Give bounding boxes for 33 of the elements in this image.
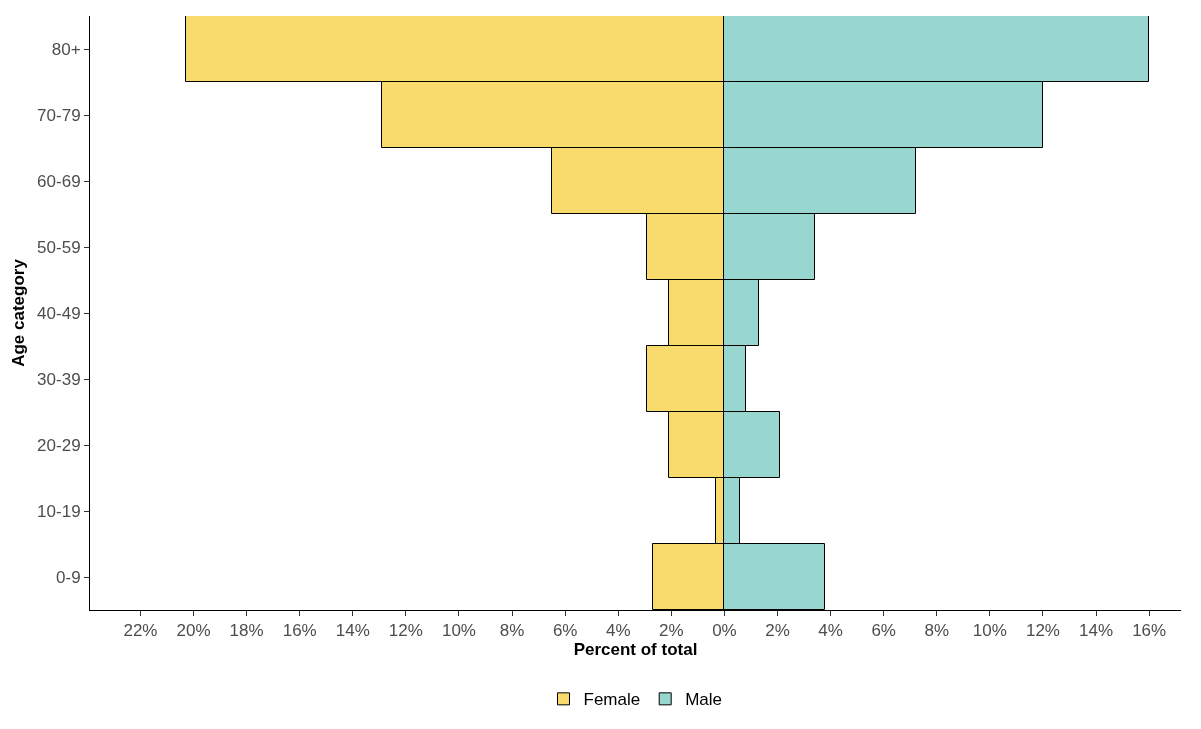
x-tick-label: 0% xyxy=(712,621,737,641)
x-tick-label: 12% xyxy=(388,621,423,641)
legend-label: Female xyxy=(583,690,641,710)
x-tick-label: 2% xyxy=(659,621,684,641)
x-tick-label: 14% xyxy=(335,621,370,641)
x-tick-label: 18% xyxy=(229,621,264,641)
x-axis-title: Percent of total xyxy=(573,640,698,660)
y-tick-label: 80+ xyxy=(51,39,81,59)
x-tick-label: 6% xyxy=(871,621,896,641)
x-tick-label: 10% xyxy=(972,621,1007,641)
y-tick-label: 60-69 xyxy=(37,171,81,191)
x-tick-label: 2% xyxy=(765,621,790,641)
y-tick-label: 70-79 xyxy=(37,105,81,125)
x-tick-label: 16% xyxy=(1132,621,1167,641)
x-tick-label: 20% xyxy=(176,621,211,641)
y-axis-title: Age category xyxy=(8,258,28,367)
x-tick-label: 4% xyxy=(605,621,631,641)
x-tick-label: 6% xyxy=(552,621,578,641)
y-tick-label: 50-59 xyxy=(37,237,81,257)
legend-label: Male xyxy=(685,690,723,710)
x-tick-label: 14% xyxy=(1079,621,1114,641)
y-tick-label: 30-39 xyxy=(37,369,81,389)
y-tick-label: 40-49 xyxy=(37,303,81,323)
x-tick-label: 8% xyxy=(499,621,525,641)
x-tick-label: 16% xyxy=(282,621,317,641)
y-tick-label: 10-19 xyxy=(37,501,81,521)
y-tick-label: 0-9 xyxy=(56,567,81,587)
y-tick-label: 20-29 xyxy=(37,435,81,455)
x-tick-label: 10% xyxy=(441,621,476,641)
x-tick-label: 12% xyxy=(1025,621,1060,641)
x-tick-label: 4% xyxy=(818,621,843,641)
x-tick-label: 22% xyxy=(123,621,158,641)
x-tick-label: 8% xyxy=(924,621,950,641)
